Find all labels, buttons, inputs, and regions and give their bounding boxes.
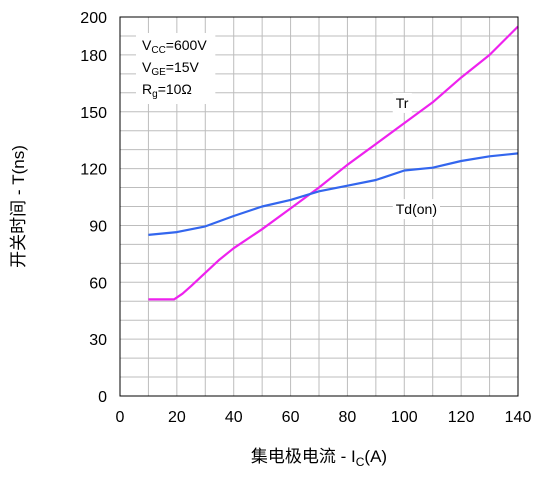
y-tick-label: 200	[80, 10, 107, 27]
series-line-tr	[148, 25, 519, 301]
conditions-box-bg	[136, 33, 216, 104]
y-tick-label: 150	[80, 105, 107, 122]
series-line-td-on	[148, 152, 519, 236]
series-annotation-text: Td(on)	[396, 201, 437, 217]
x-tick-label: 20	[168, 409, 186, 426]
x-tick-label: 80	[339, 409, 357, 426]
condition-line: VCC=600V	[142, 37, 207, 56]
series-annotation: Td(on)	[392, 199, 440, 220]
y-tick-label: 30	[89, 332, 107, 349]
y-tick-label: 60	[89, 275, 107, 292]
plot-frame	[119, 16, 519, 397]
y-tick-label: 0	[98, 389, 107, 406]
y-axis-label: 开关时间 - T(ns)	[9, 145, 28, 268]
y-tick-label: 120	[80, 162, 107, 179]
y-tick-label: 90	[89, 218, 107, 235]
conditions-box: VCC=600V VGE=15V Rg=10Ω	[136, 33, 216, 104]
annotations: Tr Td(on)	[392, 92, 440, 220]
condition-line: Rg=10Ω	[142, 81, 192, 100]
condition-line: VGE=15V	[142, 59, 200, 78]
tick-labels: 0 20 40 60 80 100 120 140 0 30 60 90 120 150 180 200	[80, 10, 531, 426]
y-tick-label: 180	[80, 48, 107, 65]
grid	[119, 16, 519, 397]
series-annotation-text: Tr	[396, 95, 409, 111]
series-layer	[148, 25, 519, 301]
x-tick-label: 140	[505, 409, 532, 426]
x-axis-label: 集电极电流 - IC(A)	[251, 447, 387, 469]
x-tick-label: 120	[448, 409, 475, 426]
x-tick-label: 0	[116, 409, 125, 426]
x-tick-label: 100	[391, 409, 418, 426]
series-annotation: Tr	[392, 92, 412, 113]
x-tick-label: 40	[225, 409, 243, 426]
x-tick-label: 60	[282, 409, 300, 426]
